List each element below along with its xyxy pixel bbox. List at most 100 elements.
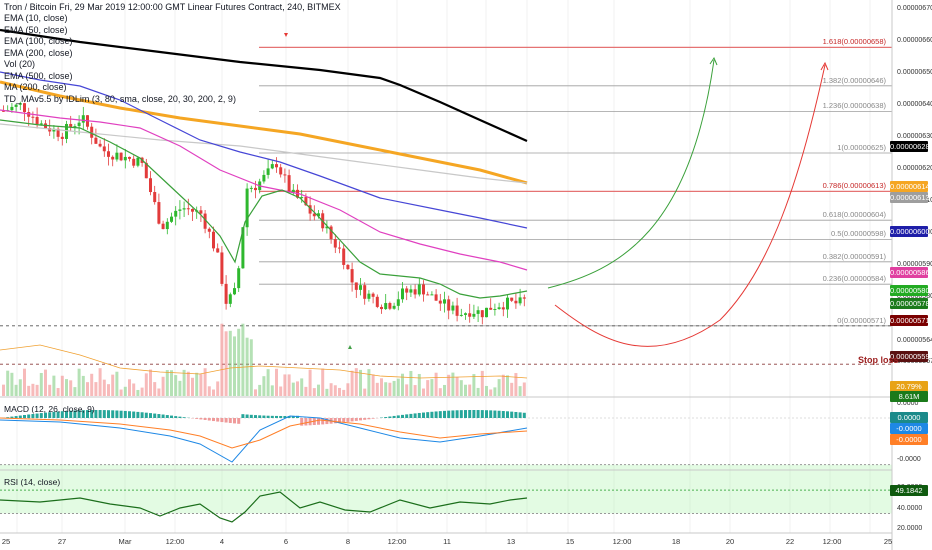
candle-body xyxy=(518,297,522,304)
volume-bar xyxy=(350,370,354,396)
volume-bar xyxy=(203,368,207,396)
candle-body xyxy=(342,248,346,265)
candle-body xyxy=(363,285,367,299)
volume-bar xyxy=(102,379,106,396)
fib-level-label: 0.382(0.00000591) xyxy=(822,251,886,261)
macd-histogram-bar xyxy=(254,415,257,418)
volume-bar xyxy=(438,388,442,396)
candle-body xyxy=(354,282,358,290)
macd-histogram-bar xyxy=(56,411,60,418)
fib-level-label: 1.618(0.00000658) xyxy=(822,37,886,47)
volume-bar xyxy=(258,384,262,396)
volume-bar xyxy=(161,376,165,396)
macd-histogram-bar xyxy=(81,410,85,418)
candle-body xyxy=(522,297,526,299)
volume-bar xyxy=(497,379,501,396)
macd-histogram-bar xyxy=(270,415,274,418)
macd-histogram-bar xyxy=(338,418,341,423)
macd-histogram-bar xyxy=(195,418,199,419)
volume-bar xyxy=(153,382,157,396)
candle-body xyxy=(371,293,375,297)
volume-bar xyxy=(434,372,438,396)
macd-histogram-bar xyxy=(258,415,262,418)
candle-body xyxy=(455,305,459,316)
price-tick-label: 0.00000580 xyxy=(897,293,932,300)
volume-bar xyxy=(60,375,64,396)
time-tick-label: 12:00 xyxy=(387,537,407,546)
macd-histogram-bar xyxy=(107,410,110,418)
candle-body xyxy=(228,294,232,304)
candle-body xyxy=(14,104,18,107)
macd-histogram-bar xyxy=(69,410,73,418)
macd-histogram-bar xyxy=(363,418,367,420)
macd-label: MACD (12, 26, close, 9) xyxy=(4,404,95,414)
volume-bar xyxy=(464,384,467,396)
candle-body xyxy=(56,128,60,137)
candle-body xyxy=(472,313,476,317)
time-tick-label: 12:00 xyxy=(822,537,842,546)
macd-histogram-bar xyxy=(44,412,47,418)
macd-histogram-bar xyxy=(413,413,417,418)
macd-histogram-bar xyxy=(178,416,182,418)
volume-bar xyxy=(115,371,119,396)
candle-body xyxy=(98,143,102,147)
candle-body xyxy=(430,294,434,296)
candle-body xyxy=(279,167,283,175)
macd-histogram-bar xyxy=(409,413,413,418)
candle-body xyxy=(459,314,463,316)
price-tag: 0.00000586 xyxy=(890,267,930,278)
volume-bar xyxy=(396,378,400,396)
volume-bar xyxy=(518,386,522,396)
macd-histogram-bar xyxy=(27,414,31,418)
volume-bar xyxy=(308,369,312,396)
volume-bar xyxy=(224,331,228,396)
volume-bar xyxy=(111,374,115,396)
grid-lines xyxy=(16,0,871,533)
volume-bar xyxy=(291,382,295,396)
macd-histogram-bar xyxy=(233,418,236,424)
volume-bar xyxy=(149,369,152,396)
price-tick-label: 0.00000670 xyxy=(897,5,932,12)
macd-histogram-bar xyxy=(207,418,211,421)
macd-histogram-bar xyxy=(472,410,476,418)
volume-bar xyxy=(329,383,333,396)
fib-level-label: 0.236(0.00000584) xyxy=(822,274,886,284)
time-tick-label: 27 xyxy=(57,537,67,546)
volume-bar xyxy=(182,369,186,396)
macd-histogram-bar xyxy=(153,413,157,418)
marker-down-arrow xyxy=(284,33,288,37)
candle-body xyxy=(304,197,308,206)
macd-histogram-bar xyxy=(279,415,283,418)
macd-histogram-bar xyxy=(10,416,14,418)
macd-histogram-bar xyxy=(354,418,358,421)
candle-body xyxy=(73,126,77,128)
candle-body xyxy=(413,289,417,295)
candle-body xyxy=(350,269,354,283)
macd-histogram-bar xyxy=(283,415,287,418)
macd-histogram-bar xyxy=(203,418,207,420)
rsi-panel xyxy=(0,464,892,523)
candle-body xyxy=(375,296,379,307)
volume-bar xyxy=(514,373,518,396)
candle-body xyxy=(178,209,182,211)
macd-histogram-bar xyxy=(447,410,451,418)
macd-tick-label: 0.0000 xyxy=(897,400,919,407)
candle-body xyxy=(434,294,438,301)
macd-histogram-bar xyxy=(501,411,505,418)
candle-body xyxy=(119,152,123,161)
macd-histogram-bar xyxy=(485,410,488,418)
volume-ma-line xyxy=(0,344,528,379)
candle-body xyxy=(212,231,215,249)
price-tag: 0.00000613 xyxy=(890,192,930,203)
volume-bar xyxy=(90,373,94,396)
macd-histogram-bar xyxy=(224,418,228,423)
volume-bar xyxy=(241,323,245,396)
time-tick-label: 12:00 xyxy=(165,537,185,546)
candle-body xyxy=(443,299,446,304)
macd-histogram-bar xyxy=(111,410,115,418)
candle-body xyxy=(165,221,169,230)
macd-histogram-bar xyxy=(98,410,102,418)
time-tick-label: 4 xyxy=(219,537,225,546)
volume-bar xyxy=(501,374,505,396)
